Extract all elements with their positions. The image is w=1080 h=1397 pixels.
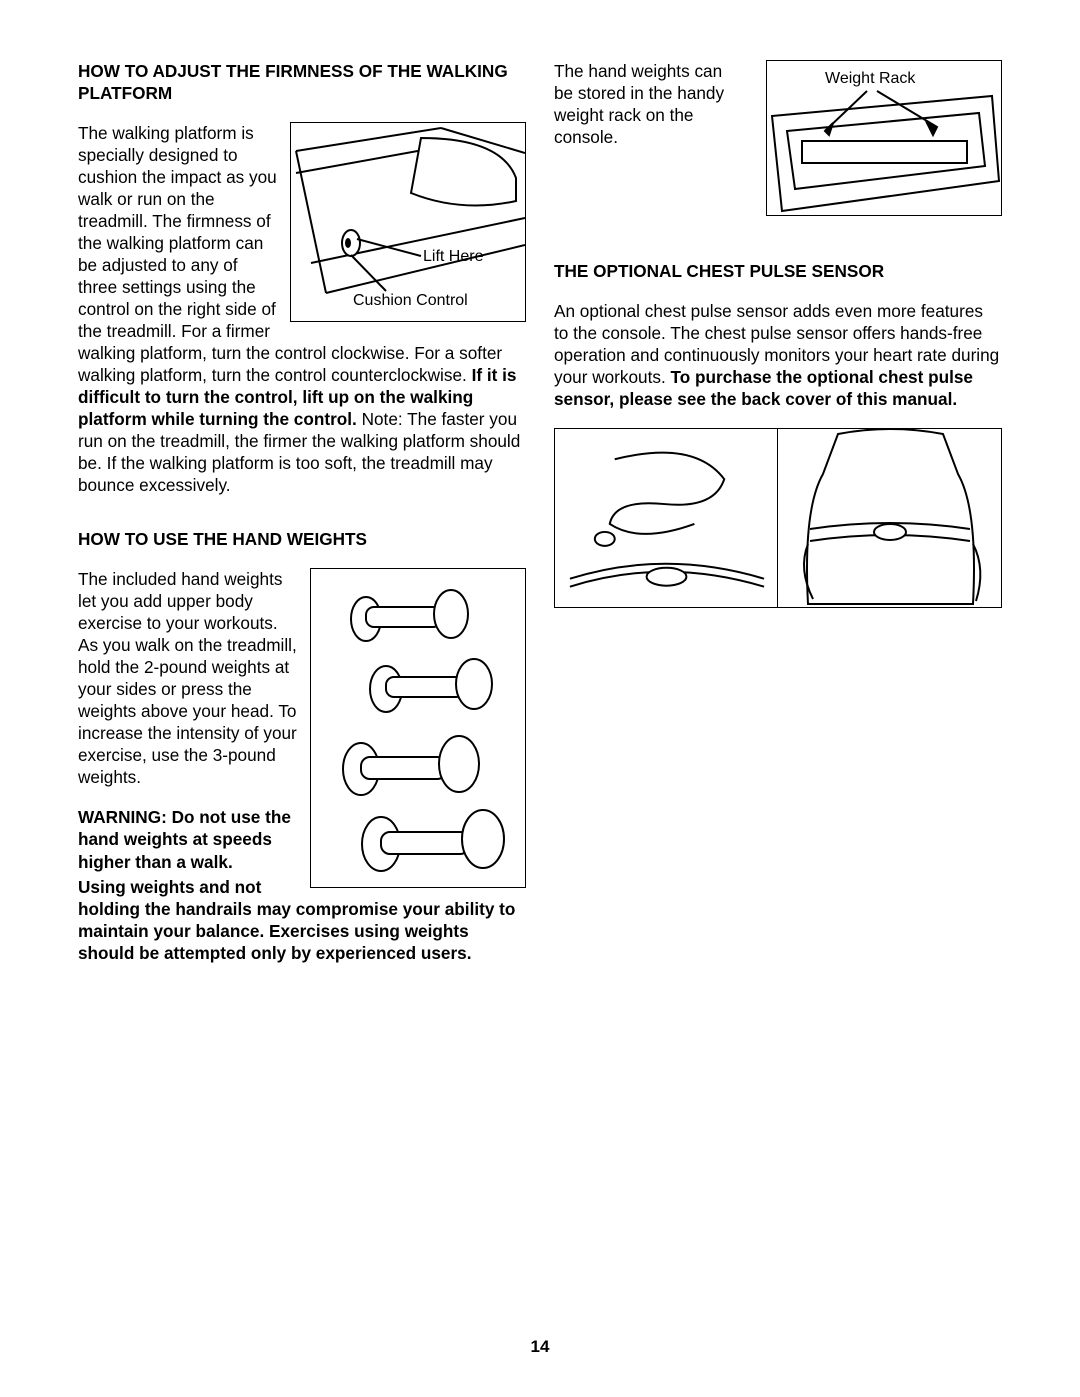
figure-hand-weights (310, 568, 526, 888)
page-number: 14 (0, 1337, 1080, 1357)
figure-cushion-control: Lift Here Cushion Control (290, 122, 526, 322)
para-weight-rack: The hand weights can be stored in the ha… (554, 60, 744, 148)
warn-line1: WARNING: Do not use the hand weights at … (78, 807, 291, 871)
right-column: Weight Rack The hand weights can be stor… (554, 60, 1002, 982)
para-chest-pulse: An optional chest pulse sensor adds even… (554, 300, 1002, 410)
para-hand-weights-warning2: Using weights and not holding the handra… (78, 876, 526, 964)
para-firmness-intro: The walking platform is specially design… (78, 123, 277, 297)
label-weight-rack: Weight Rack (825, 69, 915, 89)
figure-weight-rack: Weight Rack (766, 60, 1002, 216)
figure-chest-sensor (554, 428, 1002, 608)
label-lift-here: Lift Here (423, 247, 483, 267)
manual-page: HOW TO ADJUST THE FIRMNESS OF THE WALKIN… (0, 0, 1080, 982)
heading-hand-weights: HOW TO USE THE HAND WEIGHTS (78, 528, 526, 550)
left-column: HOW TO ADJUST THE FIRMNESS OF THE WALKIN… (78, 60, 526, 982)
heading-firmness: HOW TO ADJUST THE FIRMNESS OF THE WALKIN… (78, 60, 526, 104)
heading-chest-pulse: THE OPTIONAL CHEST PULSE SENSOR (554, 260, 1002, 282)
label-cushion-control: Cushion Control (353, 291, 468, 311)
